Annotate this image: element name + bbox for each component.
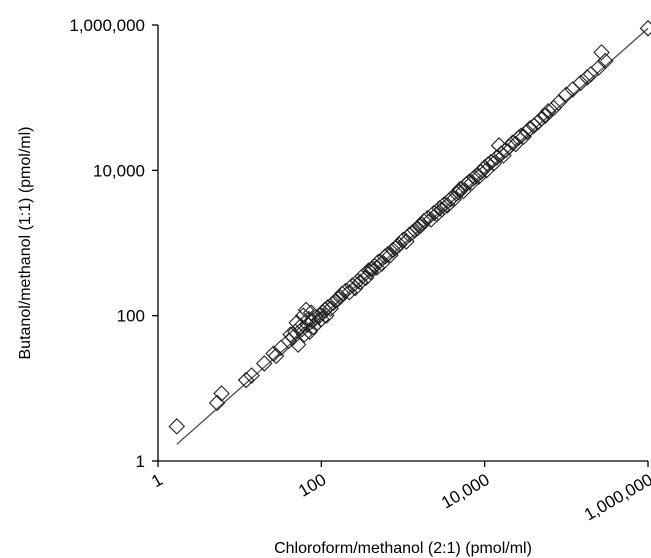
data-point [451, 180, 469, 198]
data-point [550, 94, 567, 112]
data-point [352, 273, 369, 291]
data-point [168, 418, 186, 435]
data-point [301, 323, 318, 341]
data-point [213, 385, 230, 402]
y-tick-label: 1,000,000 [69, 16, 145, 35]
data-point [419, 209, 436, 227]
data-point [318, 307, 335, 324]
data-point [433, 201, 451, 218]
data-point [488, 149, 505, 166]
data-point [463, 174, 481, 191]
data-point [390, 236, 408, 253]
data-point [500, 138, 518, 156]
x-tick-label: 1 [148, 470, 166, 491]
data-point [425, 204, 443, 222]
data-point [445, 190, 463, 208]
data-point [366, 257, 383, 275]
data-point [304, 312, 321, 330]
data-point [237, 371, 255, 389]
data-point [341, 283, 358, 301]
data-point [529, 113, 547, 131]
fit-line [176, 27, 649, 445]
y-tick-label: 10,000 [93, 161, 145, 180]
y-tick-label: 100 [117, 307, 145, 326]
x-tick-label: 1,000,000 [581, 470, 651, 524]
data-point [255, 355, 273, 372]
y-axis-title: Butanol/methanol (1:1) (pmol/ml) [17, 127, 34, 360]
data-point [439, 197, 456, 214]
data-point [572, 74, 589, 92]
data-point [431, 200, 448, 217]
data-point [267, 347, 285, 365]
data-point [415, 212, 433, 230]
data-point [558, 86, 575, 103]
data-point [533, 110, 551, 127]
x-ticks: 1 100 10,000 1,000,000 [148, 461, 651, 524]
data-point [368, 259, 386, 276]
data-point [322, 300, 339, 317]
data-point [536, 107, 554, 125]
data-point [521, 119, 539, 137]
data-point [639, 20, 651, 37]
y-ticks: 1 100 10,000 1,000,000 [69, 16, 158, 471]
data-point [394, 231, 412, 249]
data-point [300, 310, 317, 328]
data-point [337, 282, 355, 300]
data-point [593, 44, 610, 61]
data-point [379, 245, 396, 263]
data-point [305, 318, 322, 336]
axes: 1 100 10,000 1,000,000 1 100 10,000 1,000,000 [69, 16, 651, 524]
data-point [333, 285, 351, 303]
data-point [578, 69, 596, 86]
data-point [518, 123, 536, 140]
data-point [597, 52, 614, 70]
data-point [370, 253, 387, 271]
data-point [448, 185, 465, 202]
data-point [512, 127, 530, 144]
y-tick-label: 1 [136, 452, 145, 471]
data-point [297, 301, 315, 319]
data-point [243, 367, 260, 384]
x-tick-label: 10,000 [438, 470, 493, 512]
data-point [539, 102, 557, 120]
data-point [590, 59, 608, 76]
data-point [482, 153, 500, 171]
fit-line-group [176, 27, 649, 445]
x-tick-label: 100 [295, 470, 329, 501]
data-point [485, 155, 503, 172]
data-point [289, 336, 307, 353]
data-point [354, 267, 371, 285]
data-point [311, 307, 328, 324]
data-point [296, 326, 313, 343]
data-point [428, 205, 446, 223]
data-point [476, 159, 493, 176]
data-point [294, 307, 312, 324]
data-point [349, 272, 367, 290]
data-point [545, 99, 562, 117]
data-points [168, 20, 651, 435]
data-point [307, 309, 324, 326]
x-axis-title: Chloroform/methanol (2:1) (pmol/ml) [274, 540, 532, 557]
data-point [422, 211, 440, 228]
